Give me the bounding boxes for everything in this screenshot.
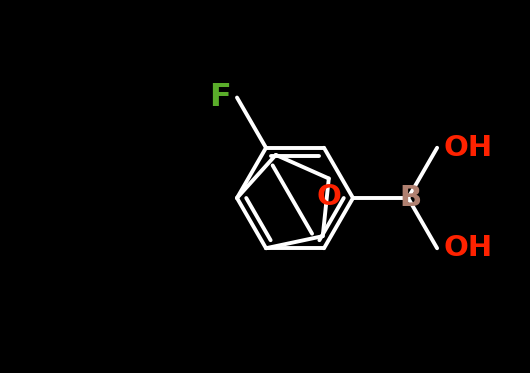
Text: F: F <box>209 82 231 113</box>
Text: B: B <box>399 184 421 212</box>
Text: OH: OH <box>443 134 492 162</box>
Text: OH: OH <box>443 234 492 262</box>
Text: O: O <box>316 184 341 211</box>
